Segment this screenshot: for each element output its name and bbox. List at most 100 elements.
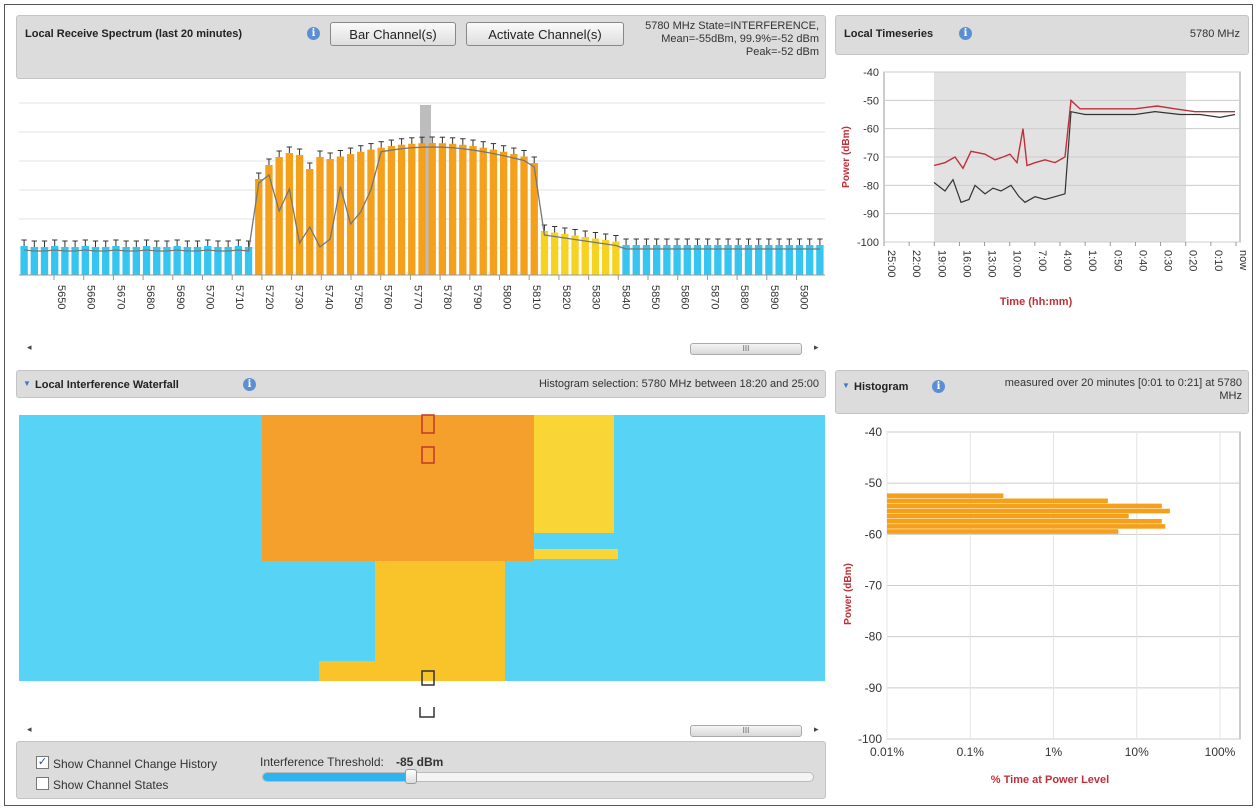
spectrum-bar xyxy=(112,246,120,275)
x-tick-label: 10% xyxy=(1125,745,1149,759)
x-tick-label: 5850 xyxy=(649,285,661,309)
y-tick-label: -50 xyxy=(863,95,879,107)
spectrum-bar xyxy=(418,143,426,275)
spectrum-bar xyxy=(612,241,620,275)
y-tick-label: -70 xyxy=(863,152,879,164)
spectrum-bar xyxy=(265,165,273,275)
histogram-info-icon[interactable]: i xyxy=(932,380,945,393)
spectrum-bar xyxy=(601,240,610,275)
spectrum-header: Local Receive Spectrum (last 20 minutes)… xyxy=(16,15,826,79)
spectrum-bar xyxy=(224,247,232,275)
spectrum-bar xyxy=(234,246,243,275)
spectrum-bar xyxy=(306,169,314,275)
spectrum-bar xyxy=(244,247,253,275)
threshold-label: Interference Threshold: xyxy=(260,755,384,769)
x-axis-label: % Time at Power Level xyxy=(991,774,1109,786)
x-tick-label: 0:40 xyxy=(1136,250,1148,271)
mean-power-line xyxy=(933,110,1236,204)
spectrum-bar xyxy=(581,237,589,275)
y-tick-label: -70 xyxy=(865,579,883,593)
y-tick-label: -60 xyxy=(863,124,879,136)
show-states-label: Show Channel States xyxy=(53,778,169,792)
y-axis-label: Power (dBm) xyxy=(843,563,854,625)
y-tick-label: -60 xyxy=(865,527,883,541)
timeseries-chart[interactable]: -40 -50 -60 -70 -80 -90 -100 25:00 22:00 19:00 16:… xyxy=(835,59,1249,311)
scroll-left-arrow[interactable]: ◂ xyxy=(27,342,32,352)
threshold-value: -85 dBm xyxy=(396,755,444,769)
waterfall-lower-tail xyxy=(319,661,377,681)
spectrum-bar xyxy=(377,147,385,275)
histogram-selection-text: Histogram selection: 5780 MHz between 18… xyxy=(538,378,819,390)
x-tick-label: 5690 xyxy=(174,285,186,309)
spectrum-bar xyxy=(397,144,406,275)
spectrum-bar xyxy=(448,143,457,275)
waterfall-controls: ✓ Show Channel Change History Show Chann… xyxy=(16,741,826,799)
show-states-checkbox[interactable] xyxy=(36,777,49,790)
spectrum-bar xyxy=(632,245,640,275)
waterfall-lower-block xyxy=(375,561,505,681)
spectrum-bar xyxy=(816,245,824,275)
spectrum-bar xyxy=(316,157,324,275)
spectrum-title: Local Receive Spectrum (last 20 minutes) xyxy=(25,28,243,40)
bar-channels-button[interactable]: Bar Channel(s) xyxy=(330,22,456,46)
x-tick-label: 5860 xyxy=(679,285,691,309)
x-tick-label: 100% xyxy=(1205,745,1236,759)
mean-power-line xyxy=(24,146,820,252)
application-frame: Local Receive Spectrum (last 20 minutes)… xyxy=(4,4,1253,806)
x-tick-label: 5670 xyxy=(114,285,126,309)
interference-waterfall[interactable] xyxy=(19,409,825,721)
histogram-bar xyxy=(887,518,1162,524)
collapse-histogram-icon[interactable]: ▼ xyxy=(842,381,850,390)
activate-channels-button[interactable]: Activate Channel(s) xyxy=(466,22,624,46)
x-tick-label: 22:00 xyxy=(910,250,922,278)
spectrum-scroll-thumb[interactable]: III xyxy=(690,343,802,355)
x-axis-label: Time (hh:mm) xyxy=(1000,296,1073,308)
timeseries-title: Local Timeseries xyxy=(844,28,934,40)
spectrum-bar xyxy=(173,246,181,275)
spectrum-bar xyxy=(520,156,528,275)
spectrum-status-line1: 5780 MHz State=INTERFERENCE, xyxy=(645,20,819,32)
spectrum-bar xyxy=(550,232,559,275)
collapse-waterfall-icon[interactable]: ▼ xyxy=(23,379,31,388)
show-history-checkbox[interactable]: ✓ xyxy=(36,756,49,769)
spectrum-bar xyxy=(785,245,793,275)
spectrum-info-icon[interactable]: i xyxy=(307,27,320,40)
waterfall-info-icon[interactable]: i xyxy=(243,378,256,391)
show-history-label: Show Channel Change History xyxy=(53,757,218,771)
spectrum-bar xyxy=(479,147,487,275)
histogram-measured-text: measured over 20 minutes [0:01 to 0:21] … xyxy=(1005,377,1242,403)
scroll-right-arrow[interactable]: ▸ xyxy=(814,342,819,352)
waterfall-scroll-thumb[interactable]: III xyxy=(690,725,802,737)
scroll-left-arrow[interactable]: ◂ xyxy=(27,724,32,734)
x-tick-label: 10:00 xyxy=(1011,250,1023,278)
peak-power-line xyxy=(933,98,1235,170)
x-tick-label: 25:00 xyxy=(885,250,897,278)
spectrum-bar xyxy=(163,247,171,275)
spectrum-bar xyxy=(540,231,549,275)
spectrum-bar xyxy=(571,235,579,275)
y-tick-label: -80 xyxy=(865,630,883,644)
y-tick-label: -90 xyxy=(863,209,879,221)
histogram-measured-line2: MHz xyxy=(1219,390,1242,402)
x-tick-label: 5810 xyxy=(530,285,542,309)
spectrum-bar xyxy=(755,245,763,275)
x-tick-label: 0:20 xyxy=(1187,250,1199,271)
spectrum-bar xyxy=(51,246,59,275)
spectrum-bar xyxy=(183,247,192,275)
spectrum-status-line2: Mean=-55dBm, 99.9%=-52 dBm xyxy=(661,33,819,45)
x-tick-label: 5770 xyxy=(411,285,423,309)
timeseries-info-icon[interactable]: i xyxy=(959,27,972,40)
histogram-measured-line1: measured over 20 minutes [0:01 to 0:21] … xyxy=(1004,377,1242,389)
waterfall-scrollbar[interactable]: ◂ III ▸ xyxy=(19,723,825,739)
threshold-slider-handle[interactable] xyxy=(405,769,418,784)
spectrum-chart[interactable]: 5650 5660 5670 5680 5690 5700 5710 5720 5730 5740… xyxy=(19,97,825,343)
x-tick-label: 7:00 xyxy=(1036,250,1048,271)
x-tick-label: 5880 xyxy=(738,285,750,309)
spectrum-bar xyxy=(367,149,375,275)
selection-top-marker xyxy=(421,414,435,434)
scroll-right-arrow[interactable]: ▸ xyxy=(814,724,819,734)
spectrum-scrollbar[interactable]: ◂ III ▸ xyxy=(19,341,825,357)
x-tick-label: 5760 xyxy=(382,285,394,309)
threshold-slider[interactable] xyxy=(262,772,814,782)
